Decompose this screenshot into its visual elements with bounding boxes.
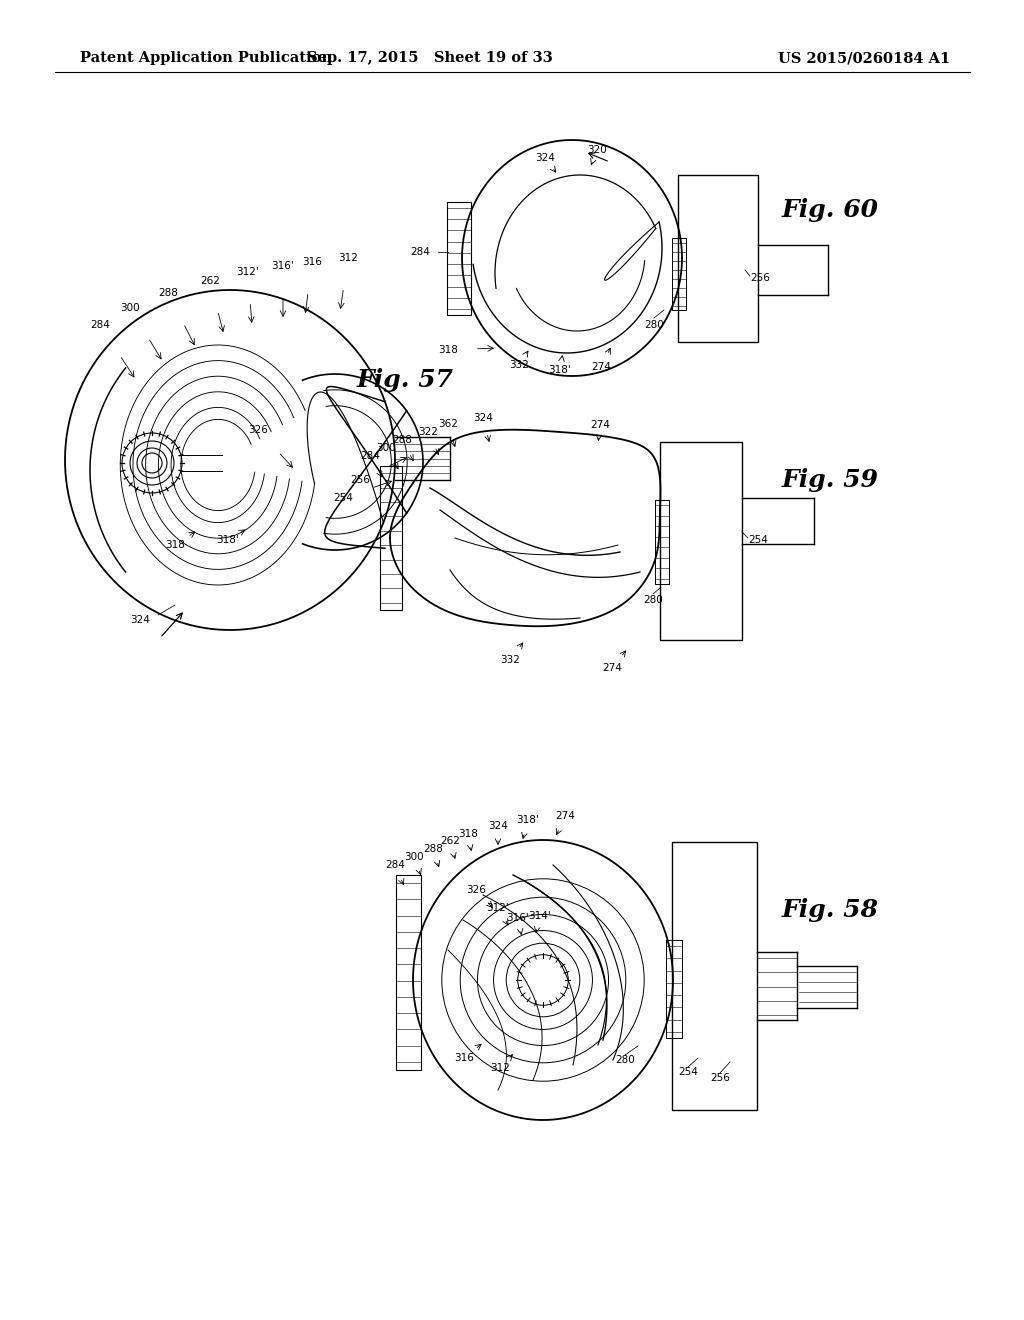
Text: 332: 332: [500, 655, 520, 665]
Text: 316': 316': [507, 913, 529, 923]
Text: 284: 284: [90, 319, 110, 330]
Text: 300: 300: [404, 851, 424, 862]
Text: 314': 314': [528, 911, 551, 921]
Text: 324: 324: [536, 153, 555, 162]
Text: 326: 326: [248, 425, 268, 436]
Text: 280: 280: [644, 319, 664, 330]
Text: 274: 274: [555, 810, 574, 821]
Text: 318': 318': [217, 535, 240, 545]
Text: 332: 332: [509, 360, 529, 370]
Text: 312: 312: [490, 1063, 510, 1073]
Text: 274: 274: [590, 420, 610, 430]
Text: 274: 274: [602, 663, 622, 673]
Text: Patent Application Publication: Patent Application Publication: [80, 51, 332, 65]
Bar: [672, 238, 686, 310]
Text: 318: 318: [438, 345, 458, 355]
Text: 256: 256: [710, 1073, 730, 1082]
Text: 312': 312': [237, 267, 259, 277]
Text: 262: 262: [440, 836, 460, 846]
Text: 254: 254: [333, 492, 353, 503]
Text: 362: 362: [438, 418, 458, 429]
Text: 324: 324: [473, 413, 493, 422]
Text: 318: 318: [165, 540, 185, 550]
Text: 316': 316': [271, 261, 294, 271]
Text: 320: 320: [587, 145, 607, 154]
Text: 274: 274: [591, 362, 611, 372]
Text: 312: 312: [338, 253, 358, 263]
Text: 284: 284: [360, 451, 380, 461]
Text: Fig. 57: Fig. 57: [356, 368, 454, 392]
Text: 316: 316: [454, 1053, 474, 1063]
Text: 254: 254: [678, 1067, 698, 1077]
Text: 256: 256: [750, 273, 770, 282]
Text: Fig. 60: Fig. 60: [781, 198, 879, 222]
Text: 322: 322: [418, 426, 438, 437]
Bar: [660, 442, 742, 640]
Text: 280: 280: [643, 595, 663, 605]
Text: US 2015/0260184 A1: US 2015/0260184 A1: [778, 51, 950, 65]
Text: 284: 284: [385, 861, 404, 870]
Bar: [678, 176, 758, 342]
Text: 324: 324: [130, 615, 150, 624]
Bar: [666, 940, 682, 1038]
Text: 284: 284: [411, 247, 430, 257]
Text: 316: 316: [302, 257, 322, 267]
Text: 256: 256: [350, 475, 370, 484]
Text: 324: 324: [488, 821, 508, 832]
Text: 318': 318': [517, 814, 540, 825]
Text: 254: 254: [749, 535, 768, 545]
Bar: [655, 500, 669, 583]
Bar: [447, 202, 471, 315]
Text: Fig. 58: Fig. 58: [781, 898, 879, 921]
Text: 318': 318': [549, 366, 571, 375]
Bar: [380, 466, 402, 610]
Bar: [396, 875, 421, 1071]
Text: 300: 300: [120, 304, 140, 313]
Text: 326: 326: [466, 884, 486, 895]
Text: 288: 288: [158, 288, 178, 298]
Bar: [672, 842, 757, 1110]
Text: 300: 300: [376, 444, 396, 453]
Text: 318: 318: [458, 829, 478, 840]
Text: 288: 288: [423, 843, 443, 854]
Text: 280: 280: [615, 1055, 635, 1065]
Text: 288: 288: [392, 436, 412, 445]
Text: Sep. 17, 2015   Sheet 19 of 33: Sep. 17, 2015 Sheet 19 of 33: [307, 51, 553, 65]
Text: 262: 262: [200, 276, 220, 286]
Text: 312': 312': [486, 903, 509, 913]
Text: Fig. 59: Fig. 59: [781, 469, 879, 492]
